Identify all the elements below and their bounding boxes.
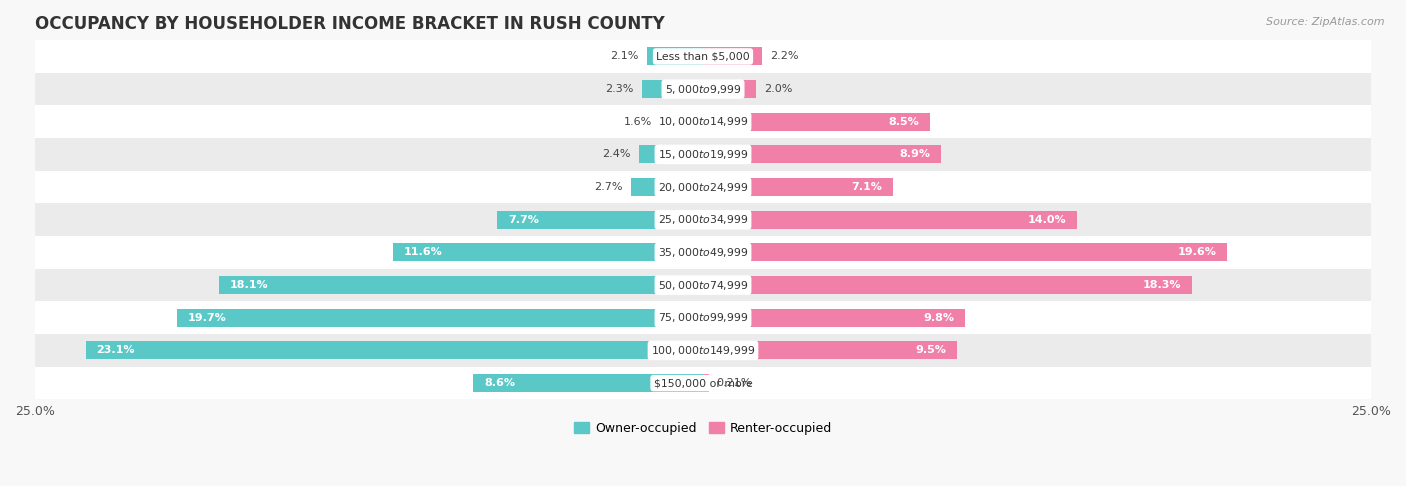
- Text: 18.3%: 18.3%: [1143, 280, 1181, 290]
- Text: $50,000 to $74,999: $50,000 to $74,999: [658, 278, 748, 292]
- Bar: [703, 48, 762, 66]
- Legend: Owner-occupied, Renter-occupied: Owner-occupied, Renter-occupied: [568, 417, 838, 440]
- Text: 19.6%: 19.6%: [1177, 247, 1216, 258]
- Text: $5,000 to $9,999: $5,000 to $9,999: [665, 83, 741, 96]
- Bar: [35, 301, 1371, 334]
- Bar: [498, 211, 703, 229]
- Text: 2.3%: 2.3%: [605, 84, 634, 94]
- Bar: [703, 178, 893, 196]
- Bar: [661, 113, 703, 131]
- Bar: [703, 342, 957, 360]
- Bar: [219, 276, 703, 294]
- Bar: [35, 269, 1371, 301]
- Bar: [703, 243, 1227, 261]
- Text: 8.6%: 8.6%: [484, 378, 515, 388]
- Text: 18.1%: 18.1%: [231, 280, 269, 290]
- Text: 7.7%: 7.7%: [508, 215, 538, 225]
- Text: $10,000 to $14,999: $10,000 to $14,999: [658, 115, 748, 128]
- Bar: [177, 309, 703, 327]
- Bar: [631, 178, 703, 196]
- Text: $75,000 to $99,999: $75,000 to $99,999: [658, 311, 748, 324]
- Text: 2.1%: 2.1%: [610, 52, 638, 61]
- Text: 9.5%: 9.5%: [915, 346, 946, 355]
- Text: $100,000 to $149,999: $100,000 to $149,999: [651, 344, 755, 357]
- Bar: [35, 73, 1371, 105]
- Bar: [703, 374, 709, 392]
- Text: 2.0%: 2.0%: [765, 84, 793, 94]
- Bar: [474, 374, 703, 392]
- Bar: [35, 105, 1371, 138]
- Bar: [394, 243, 703, 261]
- Text: 1.6%: 1.6%: [624, 117, 652, 127]
- Text: 2.4%: 2.4%: [602, 149, 631, 159]
- Bar: [703, 211, 1077, 229]
- Text: 0.21%: 0.21%: [717, 378, 752, 388]
- Text: $25,000 to $34,999: $25,000 to $34,999: [658, 213, 748, 226]
- Text: 2.2%: 2.2%: [770, 52, 799, 61]
- Bar: [703, 80, 756, 98]
- Bar: [35, 236, 1371, 269]
- Bar: [35, 334, 1371, 367]
- Bar: [86, 342, 703, 360]
- Text: 11.6%: 11.6%: [404, 247, 443, 258]
- Text: 9.8%: 9.8%: [924, 313, 955, 323]
- Bar: [35, 171, 1371, 204]
- Bar: [703, 276, 1192, 294]
- Text: $20,000 to $24,999: $20,000 to $24,999: [658, 181, 748, 193]
- Text: 14.0%: 14.0%: [1028, 215, 1066, 225]
- Text: OCCUPANCY BY HOUSEHOLDER INCOME BRACKET IN RUSH COUNTY: OCCUPANCY BY HOUSEHOLDER INCOME BRACKET …: [35, 15, 665, 33]
- Text: 19.7%: 19.7%: [187, 313, 226, 323]
- Bar: [638, 145, 703, 163]
- Text: $150,000 or more: $150,000 or more: [654, 378, 752, 388]
- Bar: [647, 48, 703, 66]
- Bar: [703, 113, 931, 131]
- Bar: [35, 204, 1371, 236]
- Text: 7.1%: 7.1%: [851, 182, 882, 192]
- Text: Source: ZipAtlas.com: Source: ZipAtlas.com: [1267, 17, 1385, 27]
- Bar: [35, 367, 1371, 399]
- Bar: [35, 40, 1371, 73]
- Text: Less than $5,000: Less than $5,000: [657, 52, 749, 61]
- Bar: [35, 138, 1371, 171]
- Text: $15,000 to $19,999: $15,000 to $19,999: [658, 148, 748, 161]
- Bar: [703, 145, 941, 163]
- Text: 8.9%: 8.9%: [900, 149, 931, 159]
- Text: 8.5%: 8.5%: [889, 117, 920, 127]
- Text: 23.1%: 23.1%: [97, 346, 135, 355]
- Bar: [641, 80, 703, 98]
- Bar: [703, 309, 965, 327]
- Text: $35,000 to $49,999: $35,000 to $49,999: [658, 246, 748, 259]
- Text: 2.7%: 2.7%: [595, 182, 623, 192]
